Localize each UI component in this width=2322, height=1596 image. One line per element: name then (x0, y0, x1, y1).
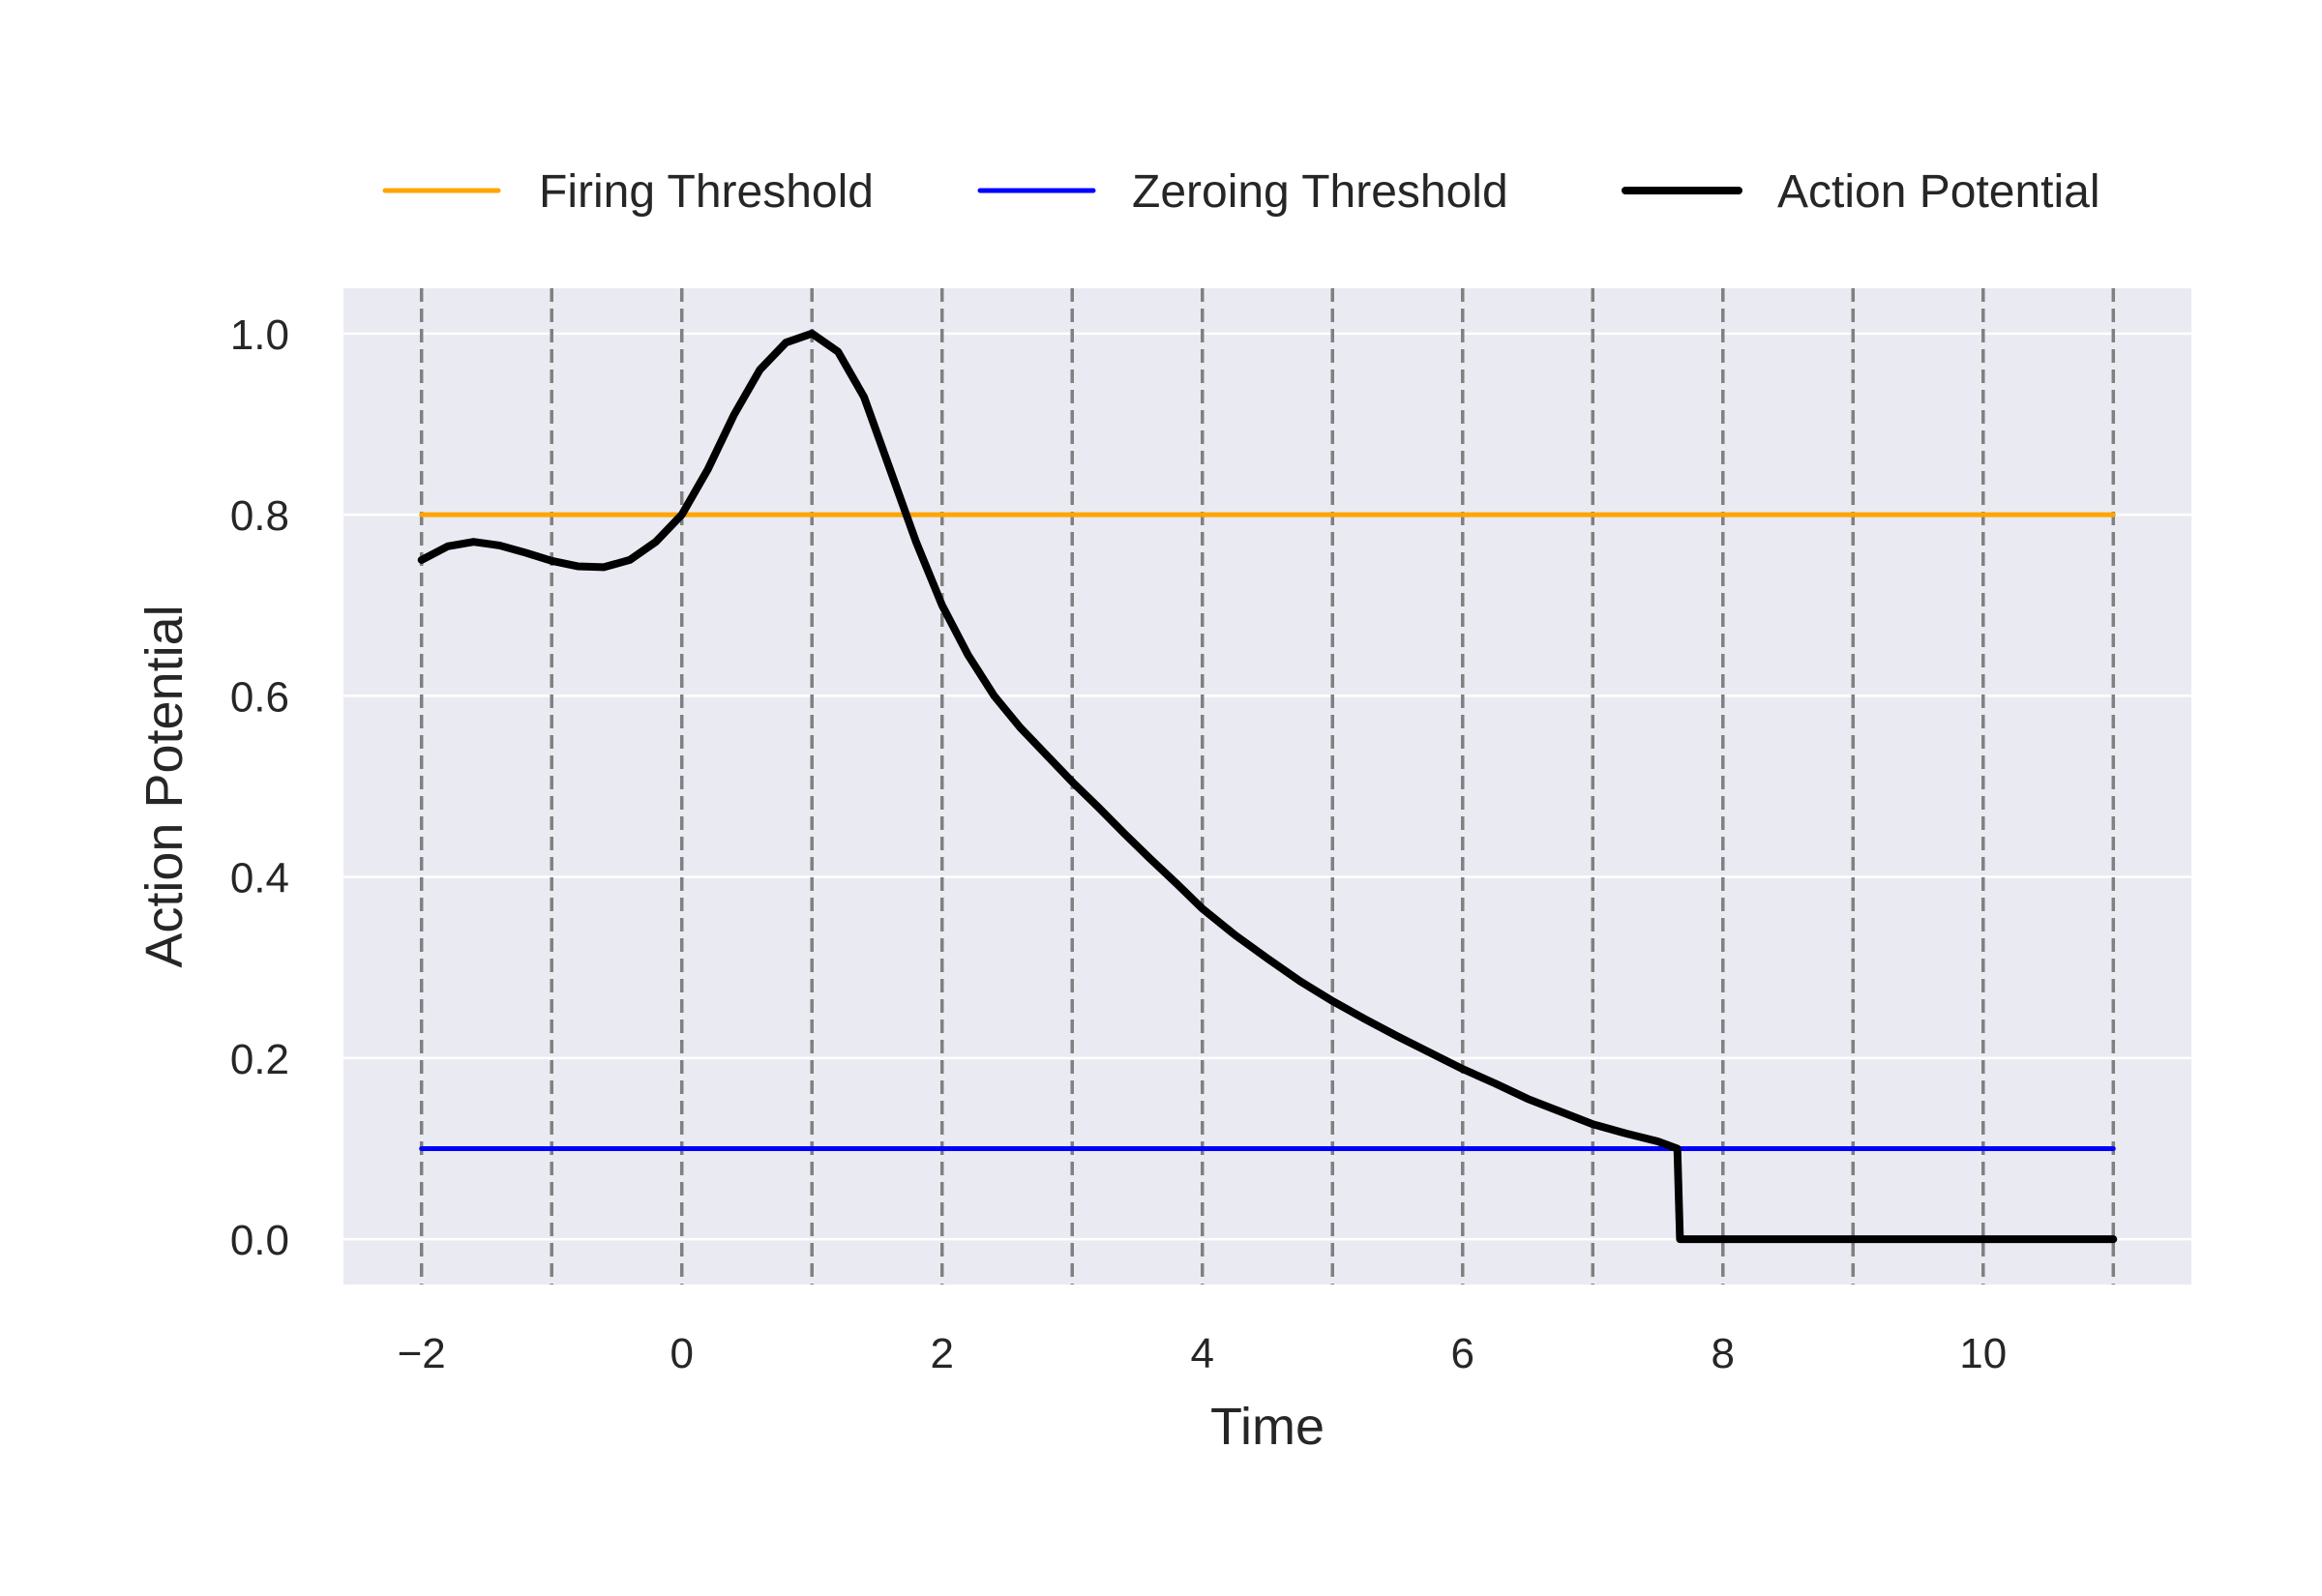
legend-label: Firing Threshold (539, 166, 874, 218)
y-tick-label: 0.0 (230, 1217, 289, 1264)
x-tick-labels: −2 0 2 4 6 8 10 (398, 1330, 2008, 1377)
y-tick-label: 1.0 (230, 311, 289, 359)
y-tick-label: 0.4 (230, 855, 289, 902)
grid-lines (343, 332, 2191, 1241)
x-tick-label: 4 (1191, 1330, 1214, 1377)
y-axis-title: Action Potential (135, 605, 194, 967)
series-lines (417, 329, 2118, 1244)
y-tick-label: 0.6 (230, 673, 289, 721)
y-tick-label: 0.8 (230, 492, 289, 540)
legend: Firing Threshold Zeroing Threshold Action … (382, 166, 2100, 218)
legend-label: Zeroing Threshold (1132, 166, 1508, 218)
plot-area (343, 288, 2191, 1285)
x-axis-title: Time (1210, 1398, 1325, 1456)
y-tick-labels: 0.0 0.2 0.4 0.6 0.8 1.0 (230, 311, 289, 1264)
y-tick-label: 0.2 (230, 1036, 289, 1083)
x-tick-label: 2 (930, 1330, 953, 1377)
x-tick-label: 6 (1451, 1330, 1474, 1377)
series-line-action-potential (417, 329, 2118, 1244)
x-tick-label: 10 (1959, 1330, 2007, 1377)
legend-label: Action Potential (1777, 166, 2100, 218)
x-tick-label: −2 (398, 1330, 446, 1377)
x-tick-label: 8 (1712, 1330, 1735, 1377)
x-tick-label: 0 (670, 1330, 693, 1377)
